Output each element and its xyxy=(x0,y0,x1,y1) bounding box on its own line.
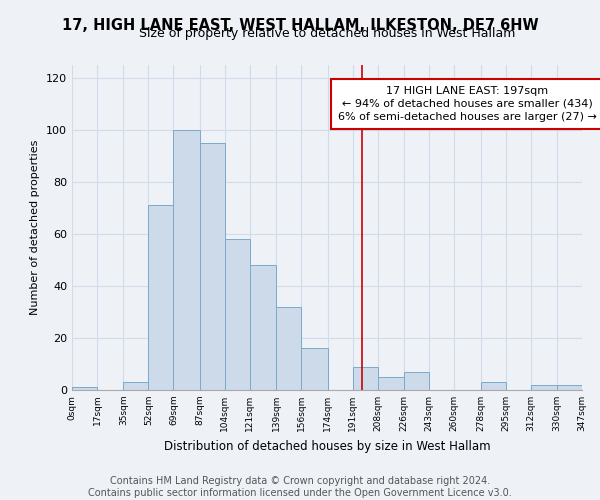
Title: Size of property relative to detached houses in West Hallam: Size of property relative to detached ho… xyxy=(139,27,515,40)
Y-axis label: Number of detached properties: Number of detached properties xyxy=(31,140,40,315)
Bar xyxy=(530,385,557,390)
Text: Contains HM Land Registry data © Crown copyright and database right 2024.
Contai: Contains HM Land Registry data © Crown c… xyxy=(88,476,512,498)
Bar xyxy=(72,388,97,390)
Bar xyxy=(481,382,506,390)
Bar xyxy=(250,265,276,390)
Bar xyxy=(148,206,173,390)
Bar xyxy=(173,130,200,390)
Bar xyxy=(225,239,250,390)
Text: 17, HIGH LANE EAST, WEST HALLAM, ILKESTON, DE7 6HW: 17, HIGH LANE EAST, WEST HALLAM, ILKESTO… xyxy=(62,18,538,32)
Text: 17 HIGH LANE EAST: 197sqm
← 94% of detached houses are smaller (434)
6% of semi-: 17 HIGH LANE EAST: 197sqm ← 94% of detac… xyxy=(338,86,597,122)
Bar xyxy=(124,382,148,390)
Bar xyxy=(301,348,328,390)
Bar xyxy=(200,143,225,390)
Bar xyxy=(557,385,582,390)
Bar xyxy=(276,307,301,390)
Bar xyxy=(378,377,404,390)
X-axis label: Distribution of detached houses by size in West Hallam: Distribution of detached houses by size … xyxy=(164,440,490,452)
Bar xyxy=(404,372,429,390)
Bar xyxy=(353,366,378,390)
